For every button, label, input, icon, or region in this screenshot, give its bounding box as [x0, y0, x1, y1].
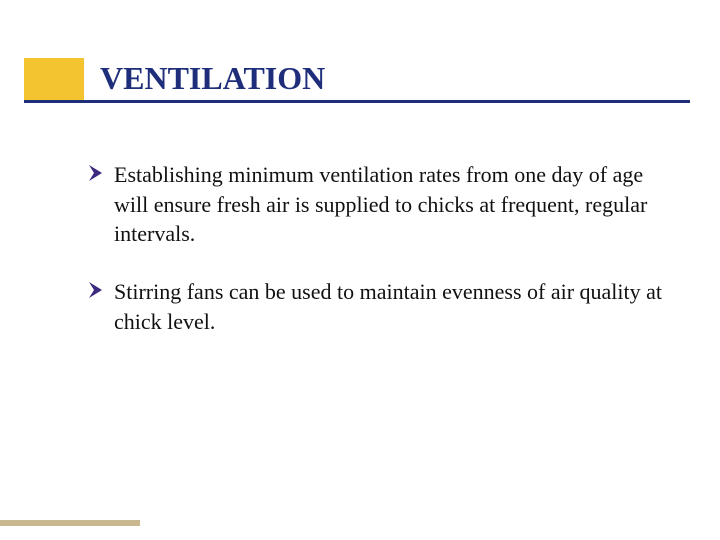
- title-accent-block: [24, 58, 84, 100]
- bullet-item: Stirring fans can be used to maintain ev…: [86, 277, 676, 336]
- slide-body: Establishing minimum ventilation rates f…: [86, 160, 676, 364]
- chevron-icon: [86, 279, 108, 301]
- footer-accent-band: [0, 520, 140, 526]
- chevron-icon: [86, 162, 108, 184]
- bullet-item: Establishing minimum ventilation rates f…: [86, 160, 676, 249]
- slide-title: VENTILATION: [100, 60, 325, 97]
- title-underline: [24, 100, 690, 103]
- bullet-text: Stirring fans can be used to maintain ev…: [114, 277, 676, 336]
- bullet-text: Establishing minimum ventilation rates f…: [114, 160, 676, 249]
